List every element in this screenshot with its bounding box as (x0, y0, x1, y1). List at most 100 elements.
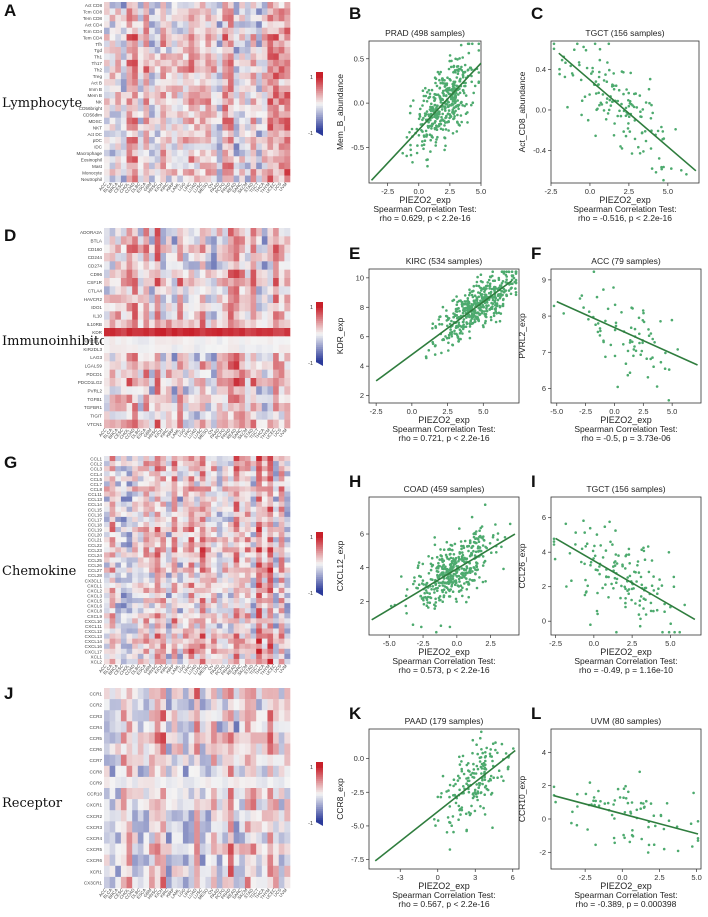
heatmap-cell (154, 603, 161, 609)
heatmap-cell (261, 461, 268, 467)
heatmap-cell (160, 175, 167, 183)
heatmap-cell (126, 633, 133, 639)
heatmap-cell (104, 776, 110, 789)
heatmap-cell (188, 765, 195, 778)
heatmap-row-label: Macrophage (76, 151, 102, 156)
heatmap-cell (239, 303, 246, 312)
heatmap-cell (132, 403, 139, 412)
heatmap-cell (233, 532, 240, 538)
colorbar-step (316, 324, 323, 327)
heatmap-cell (211, 532, 218, 538)
heatmap-cell (244, 66, 251, 74)
heatmap-cell (250, 137, 257, 144)
heatmap-cell (273, 876, 280, 889)
data-point (421, 118, 424, 122)
heatmap-cell (199, 386, 206, 395)
heatmap-cell (188, 175, 195, 183)
heatmap-cell (120, 14, 127, 22)
heatmap-cell (284, 419, 291, 429)
heatmap-cell (188, 598, 195, 604)
data-point (421, 104, 424, 107)
heatmap-cell (250, 608, 257, 614)
heatmap-cell (171, 638, 178, 644)
heatmap-cell (273, 175, 280, 183)
heatmap-cell (267, 765, 274, 778)
heatmap-cell (182, 137, 189, 144)
heatmap-cell (149, 582, 156, 589)
data-point (422, 147, 425, 151)
heatmap-cell (182, 72, 189, 80)
heatmap-cell (244, 648, 251, 655)
heatmap-cell (182, 765, 189, 778)
heatmap-cell (137, 137, 144, 144)
heatmap-cell (149, 765, 156, 778)
heatmap-cell (278, 369, 285, 379)
heatmap-cell (194, 411, 201, 420)
data-point (489, 318, 493, 322)
heatmap-cell (244, 587, 251, 594)
heatmap-cell (104, 278, 110, 287)
heatmap-cell (244, 754, 251, 767)
data-point (454, 109, 457, 113)
regression-line (558, 52, 697, 172)
heatmap-cell (233, 344, 240, 354)
heatmap-cell (261, 378, 268, 387)
data-point (459, 67, 462, 71)
heatmap-cell (132, 286, 139, 295)
data-point (462, 91, 466, 95)
heatmap-cell (250, 47, 257, 54)
heatmap-cell (228, 461, 234, 467)
heatmap-cell (199, 278, 206, 287)
heatmap-row-label: CXCR5 (86, 847, 102, 852)
heatmap-cell (109, 236, 116, 245)
heatmap-cell (222, 124, 229, 131)
heatmap-row-label: CCL16 (88, 512, 103, 517)
heatmap-cell (109, 547, 116, 553)
data-point (632, 105, 636, 109)
heatmap-cell (171, 547, 178, 553)
heatmap-cell (171, 743, 178, 755)
heatmap-cell (205, 765, 212, 778)
heatmap-cell (143, 394, 150, 404)
heatmap-column-label: LUAD (186, 887, 197, 899)
heatmap-cell (194, 328, 201, 337)
heatmap-cell (126, 876, 133, 889)
heatmap-cell (177, 369, 184, 379)
data-point (451, 343, 454, 347)
heatmap-column-label: BLCA (102, 663, 113, 675)
heatmap-cell (250, 278, 257, 287)
colorbar-step (316, 805, 323, 808)
heatmap-cell (278, 461, 285, 467)
heatmap-cell (267, 613, 274, 619)
heatmap-cell (239, 456, 246, 462)
heatmap-cell (154, 27, 161, 35)
heatmap-cell (222, 567, 229, 573)
heatmap-cell (222, 511, 229, 518)
data-point (594, 92, 598, 95)
data-point (450, 102, 454, 106)
heatmap-cell (109, 876, 116, 889)
heatmap-column-label: PRAD (220, 427, 232, 440)
heatmap-cell (166, 361, 172, 370)
heatmap-cell (273, 496, 280, 502)
heatmap-cell (132, 336, 139, 345)
heatmap-cell (216, 552, 223, 558)
heatmap-cell (216, 244, 223, 254)
heatmap-cell (244, 572, 251, 579)
heatmap-cell (137, 721, 144, 733)
heatmap-cell (171, 608, 178, 614)
heatmap-cell (239, 572, 246, 579)
colorbar-step (316, 94, 323, 97)
heatmap-cell (228, 648, 234, 655)
heatmap-cell (132, 21, 139, 29)
heatmap-cell (256, 776, 263, 789)
heatmap-cell (194, 169, 201, 176)
data-point (606, 112, 610, 115)
heatmap-cell (284, 743, 291, 755)
heatmap-cell (205, 542, 212, 548)
heatmap-cell (256, 111, 263, 119)
heatmap-cell (149, 832, 156, 844)
heatmap-cell (120, 47, 127, 54)
heatmap-cell (160, 253, 167, 262)
heatmap-cell (233, 799, 240, 811)
